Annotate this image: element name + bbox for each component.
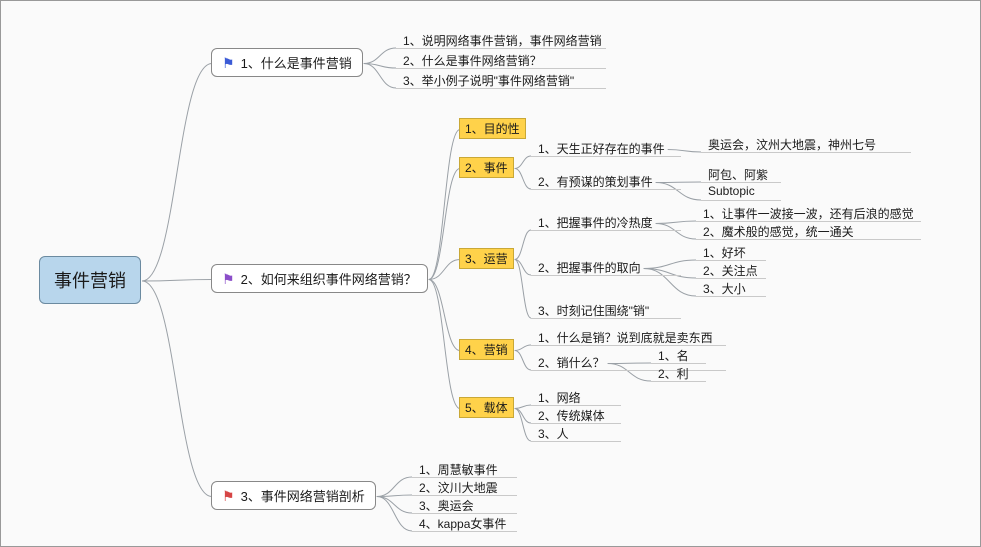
separator bbox=[531, 423, 621, 424]
separator bbox=[651, 363, 706, 364]
separator bbox=[531, 345, 726, 346]
separator bbox=[696, 260, 766, 261]
root-label: 事件营销 bbox=[54, 271, 126, 291]
ops-child-3[interactable]: 3、时刻记住围绕"销" bbox=[536, 302, 651, 319]
separator bbox=[701, 182, 781, 183]
separator bbox=[531, 318, 681, 319]
ops-child-1[interactable]: 1、把握事件的冷热度 bbox=[536, 214, 655, 231]
ops-tail-1b[interactable]: 2、魔术般的感觉，统一通关 bbox=[701, 223, 856, 240]
event-child-1[interactable]: 1、天生正好存在的事件 bbox=[536, 140, 667, 157]
flag-icon: ⚑ bbox=[222, 272, 235, 286]
mkt-child-1[interactable]: 1、什么是销？说到底就是卖东西 bbox=[536, 329, 715, 346]
branch-2-label: 2、如何来组织事件网络营销？ bbox=[241, 269, 417, 288]
carrier-child-1[interactable]: 1、网络 bbox=[536, 389, 583, 406]
separator bbox=[696, 278, 766, 279]
topic-carrier[interactable]: 5、载体 bbox=[459, 397, 514, 418]
event-tail-1a[interactable]: 奥运会，汶州大地震，神州七号 bbox=[706, 136, 878, 153]
separator bbox=[531, 405, 621, 406]
ops-tail-2a[interactable]: 1、好坏 bbox=[701, 244, 748, 261]
branch-1-label: 1、什么是事件营销 bbox=[241, 53, 352, 72]
b1-child-2[interactable]: 2、什么是事件网络营销？ bbox=[401, 52, 544, 69]
ops-child-2[interactable]: 2、把握事件的取向 bbox=[536, 259, 643, 276]
flag-icon: ⚑ bbox=[222, 489, 235, 503]
topic-operation[interactable]: 3、运营 bbox=[459, 248, 514, 269]
separator bbox=[701, 152, 911, 153]
branch-2[interactable]: ⚑ 2、如何来组织事件网络营销？ bbox=[211, 264, 428, 293]
event-tail-2a[interactable]: 阿包、阿紫 bbox=[706, 166, 770, 183]
carrier-child-2[interactable]: 2、传统媒体 bbox=[536, 407, 607, 424]
b3-child-2[interactable]: 2、汶川大地震 bbox=[417, 479, 500, 496]
branch-1[interactable]: ⚑ 1、什么是事件营销 bbox=[211, 48, 363, 77]
separator bbox=[396, 68, 606, 69]
b3-child-3[interactable]: 3、奥运会 bbox=[417, 497, 476, 514]
b3-child-1[interactable]: 1、周慧敏事件 bbox=[417, 461, 500, 478]
topic-marketing[interactable]: 4、营销 bbox=[459, 339, 514, 360]
separator bbox=[396, 48, 606, 49]
ops-tail-2b[interactable]: 2、关注点 bbox=[701, 262, 760, 279]
topic-purpose[interactable]: 1、目的性 bbox=[459, 118, 526, 139]
root-node[interactable]: 事件营销 bbox=[39, 256, 141, 304]
mkt-tail-2b[interactable]: 2、利 bbox=[656, 365, 691, 382]
separator bbox=[531, 230, 681, 231]
separator bbox=[651, 381, 706, 382]
separator bbox=[531, 441, 621, 442]
b3-child-4[interactable]: 4、kappa女事件 bbox=[417, 515, 508, 532]
separator bbox=[531, 156, 681, 157]
separator bbox=[531, 370, 726, 371]
branch-3[interactable]: ⚑ 3、事件网络营销剖析 bbox=[211, 481, 376, 510]
flag-icon: ⚑ bbox=[222, 56, 235, 70]
separator bbox=[412, 513, 517, 514]
ops-tail-2c[interactable]: 3、大小 bbox=[701, 280, 748, 297]
separator bbox=[396, 88, 606, 89]
mkt-tail-2a[interactable]: 1、名 bbox=[656, 347, 691, 364]
separator bbox=[696, 296, 766, 297]
topic-event[interactable]: 2、事件 bbox=[459, 157, 514, 178]
separator bbox=[531, 275, 681, 276]
separator bbox=[696, 239, 921, 240]
mkt-child-2[interactable]: 2、销什么？ bbox=[536, 354, 607, 371]
b1-child-1[interactable]: 1、说明网络事件营销，事件网络营销 bbox=[401, 32, 604, 49]
carrier-child-3[interactable]: 3、人 bbox=[536, 425, 571, 442]
separator bbox=[412, 477, 517, 478]
event-child-2[interactable]: 2、有预谋的策划事件 bbox=[536, 173, 655, 190]
separator bbox=[412, 495, 517, 496]
ops-tail-1a[interactable]: 1、让事件一波接一波，还有后浪的感觉 bbox=[701, 205, 916, 222]
event-tail-2b[interactable]: Subtopic bbox=[706, 184, 757, 198]
mindmap-canvas: 事件营销 ⚑ 1、什么是事件营销 1、说明网络事件营销，事件网络营销 2、什么是… bbox=[0, 0, 981, 547]
branch-3-label: 3、事件网络营销剖析 bbox=[241, 486, 365, 505]
separator bbox=[696, 221, 921, 222]
separator bbox=[531, 189, 681, 190]
b1-child-3[interactable]: 3、举小例子说明"事件网络营销" bbox=[401, 72, 576, 89]
separator bbox=[701, 200, 781, 201]
separator bbox=[412, 531, 517, 532]
